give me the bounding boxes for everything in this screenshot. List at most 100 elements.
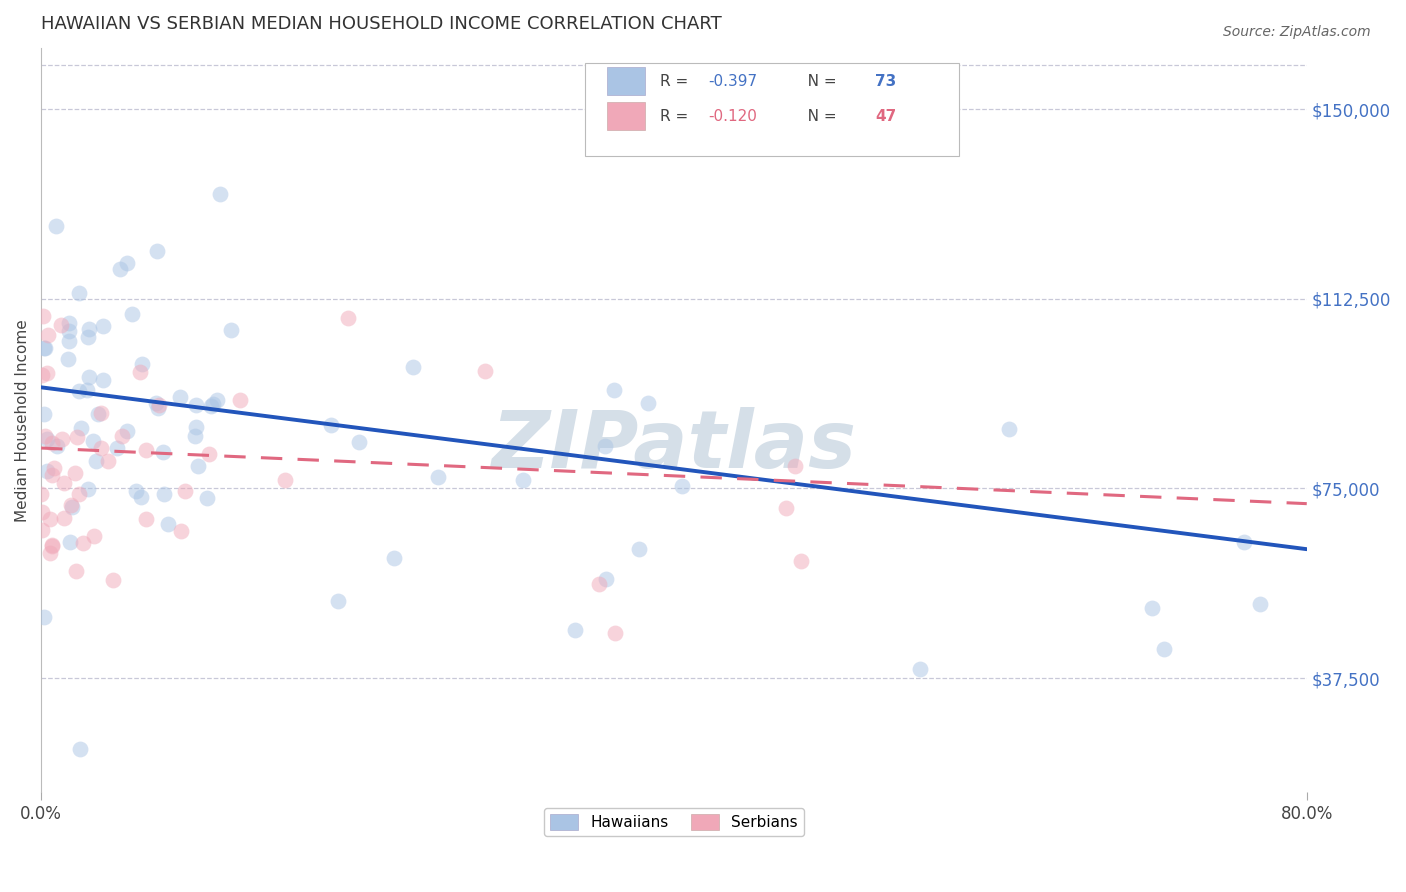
Point xyxy=(41,468,63,483)
Point xyxy=(146,401,169,415)
Point xyxy=(603,626,626,640)
Point xyxy=(32,341,55,355)
Point xyxy=(174,483,197,498)
Point xyxy=(336,311,359,326)
Point xyxy=(145,244,167,259)
Point xyxy=(170,524,193,538)
Point xyxy=(37,367,59,381)
Point xyxy=(274,473,297,487)
Point xyxy=(219,323,242,337)
Point xyxy=(77,482,100,496)
Point xyxy=(187,459,209,474)
FancyBboxPatch shape xyxy=(585,63,959,156)
Point xyxy=(595,572,617,586)
Point xyxy=(90,406,112,420)
Point xyxy=(152,444,174,458)
Point xyxy=(184,429,207,443)
Point xyxy=(67,384,90,398)
Y-axis label: Median Household Income: Median Household Income xyxy=(15,318,30,522)
Point xyxy=(31,505,53,519)
Point xyxy=(49,318,72,333)
Point xyxy=(60,500,83,514)
Point xyxy=(58,352,80,367)
Point xyxy=(34,429,56,443)
Point xyxy=(67,487,90,501)
Point xyxy=(205,393,228,408)
Point xyxy=(72,536,94,550)
Point xyxy=(58,324,80,338)
Text: R =: R = xyxy=(659,74,693,88)
Point xyxy=(58,317,80,331)
Point xyxy=(671,479,693,493)
Point xyxy=(31,368,53,383)
Point xyxy=(512,473,534,487)
Point xyxy=(39,546,62,560)
Point xyxy=(115,256,138,270)
Point xyxy=(209,186,232,201)
Point xyxy=(402,360,425,375)
Text: HAWAIIAN VS SERBIAN MEDIAN HOUSEHOLD INCOME CORRELATION CHART: HAWAIIAN VS SERBIAN MEDIAN HOUSEHOLD INC… xyxy=(41,15,721,33)
Legend: Hawaiians, Serbians: Hawaiians, Serbians xyxy=(544,808,804,837)
Point xyxy=(77,322,100,336)
Point xyxy=(195,491,218,505)
FancyBboxPatch shape xyxy=(607,102,645,130)
Point xyxy=(156,517,179,532)
Point xyxy=(45,219,67,233)
Text: ZIPatlas: ZIPatlas xyxy=(492,408,856,485)
Point xyxy=(110,262,132,277)
Point xyxy=(131,357,153,371)
Point xyxy=(121,307,143,321)
Point xyxy=(65,564,87,578)
Point xyxy=(41,436,63,450)
Point xyxy=(129,490,152,504)
Point xyxy=(84,454,107,468)
Point xyxy=(67,286,90,301)
Point xyxy=(82,434,104,449)
Text: 47: 47 xyxy=(875,109,897,124)
Point xyxy=(588,577,610,591)
Point xyxy=(426,470,449,484)
Point xyxy=(52,476,75,491)
Point xyxy=(91,319,114,334)
Point xyxy=(41,539,63,553)
Point xyxy=(382,551,405,566)
Text: N =: N = xyxy=(793,109,841,124)
Point xyxy=(135,512,157,526)
Point xyxy=(59,498,82,512)
Point xyxy=(111,429,134,443)
Point xyxy=(200,399,222,413)
Point xyxy=(91,373,114,387)
Point xyxy=(35,432,58,446)
Point xyxy=(229,392,252,407)
Point xyxy=(90,441,112,455)
Point xyxy=(474,364,496,378)
Point xyxy=(627,542,650,557)
Text: Source: ZipAtlas.com: Source: ZipAtlas.com xyxy=(1223,25,1371,39)
Point xyxy=(637,396,659,410)
Point xyxy=(70,421,93,435)
Point xyxy=(564,623,586,637)
Point xyxy=(197,447,219,461)
Point xyxy=(997,422,1019,436)
Point xyxy=(184,398,207,412)
Point xyxy=(1140,601,1163,615)
Text: -0.120: -0.120 xyxy=(709,109,756,124)
Point xyxy=(115,424,138,438)
Point xyxy=(105,441,128,455)
Point xyxy=(135,443,157,458)
Point xyxy=(39,512,62,526)
Point xyxy=(152,487,174,501)
Text: N =: N = xyxy=(793,74,841,88)
Point xyxy=(46,440,69,454)
Text: 73: 73 xyxy=(875,74,897,88)
Text: -0.397: -0.397 xyxy=(709,74,758,88)
Point xyxy=(125,483,148,498)
Point xyxy=(202,397,225,411)
Point xyxy=(1249,597,1271,611)
Point xyxy=(58,334,80,349)
Point xyxy=(184,419,207,434)
Point xyxy=(53,511,76,525)
Point xyxy=(319,418,342,433)
Point xyxy=(30,487,52,501)
Point xyxy=(34,408,56,422)
